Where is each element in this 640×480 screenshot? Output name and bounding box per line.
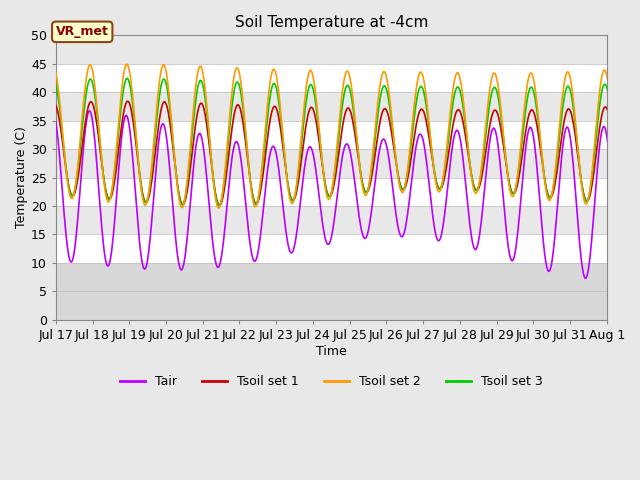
Tsoil set 2 — [445, 122, 452, 128]
Tair — [230, 145, 237, 151]
Bar — [56, 206, 607, 234]
Bar — [56, 120, 607, 149]
Y-axis label: Temperature (C): Temperature (C) — [15, 127, 28, 228]
Tsoil set 2 — [121, 65, 129, 71]
Tsoil set 1 — [282, 166, 289, 172]
Bar — [56, 178, 607, 206]
Tsoil set 3 — [215, 203, 223, 208]
Bar — [56, 234, 607, 263]
Tsoil set 2 — [52, 70, 60, 75]
Tsoil set 1 — [230, 110, 238, 116]
Bar — [56, 149, 607, 178]
Tsoil set 2 — [412, 88, 420, 94]
Tsoil set 3 — [260, 155, 268, 160]
Tsoil set 1 — [260, 168, 268, 174]
Tsoil set 3 — [445, 132, 452, 137]
Tair — [281, 221, 289, 227]
X-axis label: Time: Time — [316, 345, 347, 358]
Tsoil set 3 — [52, 82, 60, 88]
Tsoil set 1 — [445, 148, 452, 154]
Bar — [56, 92, 607, 120]
Line: Tair: Tair — [56, 111, 640, 280]
Bar — [56, 36, 607, 64]
Tsoil set 2 — [282, 165, 289, 170]
Line: Tsoil set 1: Tsoil set 1 — [56, 101, 640, 205]
Tair — [412, 149, 419, 155]
Tsoil set 2 — [214, 205, 222, 211]
Tsoil set 1 — [121, 104, 129, 110]
Legend: Tair, Tsoil set 1, Tsoil set 2, Tsoil set 3: Tair, Tsoil set 1, Tsoil set 2, Tsoil se… — [115, 370, 547, 393]
Title: Soil Temperature at -4cm: Soil Temperature at -4cm — [235, 15, 428, 30]
Tsoil set 3 — [412, 101, 420, 107]
Tsoil set 2 — [260, 147, 268, 153]
Tsoil set 1 — [412, 123, 420, 129]
Tair — [259, 212, 267, 218]
Tair — [444, 179, 452, 185]
Tsoil set 1 — [52, 102, 60, 108]
Text: VR_met: VR_met — [56, 25, 109, 38]
Tsoil set 3 — [121, 80, 129, 86]
Bar — [56, 64, 607, 92]
Tsoil set 3 — [124, 75, 131, 81]
Line: Tsoil set 3: Tsoil set 3 — [56, 78, 640, 205]
Tsoil set 1 — [124, 98, 132, 104]
Tair — [122, 113, 129, 119]
Bar — [56, 291, 607, 320]
Tsoil set 3 — [282, 164, 289, 169]
Tsoil set 2 — [230, 72, 238, 78]
Line: Tsoil set 2: Tsoil set 2 — [56, 64, 640, 208]
Tair — [618, 277, 626, 283]
Tsoil set 1 — [216, 203, 223, 208]
Tair — [86, 108, 93, 114]
Bar — [56, 263, 607, 291]
Tsoil set 2 — [124, 61, 131, 67]
Tair — [52, 119, 60, 124]
Tsoil set 3 — [230, 87, 238, 93]
